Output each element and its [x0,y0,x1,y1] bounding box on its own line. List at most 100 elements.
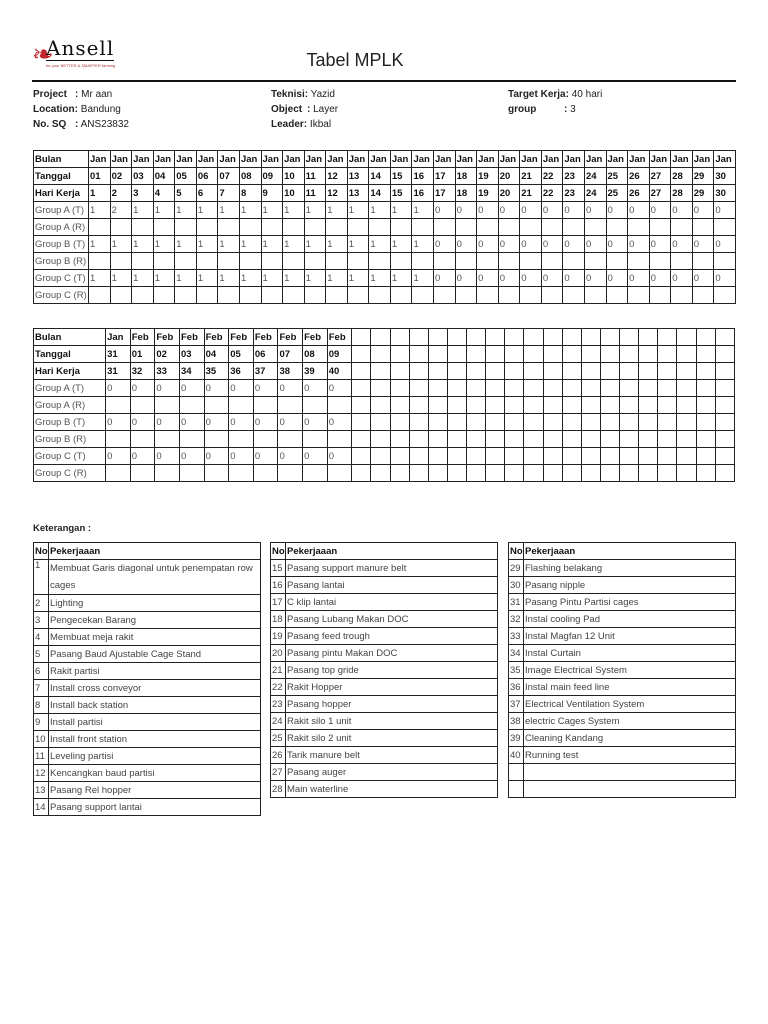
logo-tagline: for your BETTER & SMARTER farming [46,63,116,68]
table-cell [282,286,305,304]
task-number: 28 [270,780,286,798]
table-cell [105,464,131,482]
table-cell: 06 [195,167,219,185]
table-cell [485,379,506,397]
table-cell [389,286,413,304]
table-cell [370,345,391,363]
task-name: Membuat Garis diagonal untuk penempatan … [48,559,261,595]
table-cell: 1 [131,269,154,287]
table-cell: 0 [252,379,279,397]
table-cell: Jan [131,150,154,168]
table-cell [714,328,736,346]
task-name: Tarik manure belt [285,746,498,764]
table-cell [580,464,601,482]
table-cell [408,379,429,397]
table-cell [657,328,678,346]
table-cell [282,218,305,236]
table-cell [605,218,629,236]
list-item: 25 Rakit silo 2 unit [270,729,498,747]
table-cell: 0 [691,269,715,287]
table-cell [326,430,353,448]
table-cell [174,218,197,236]
task-name: Running test [523,746,736,764]
table-cell: 0 [691,201,715,219]
table-cell [497,252,521,270]
table-cell [627,252,650,270]
table-cell: 1 [368,201,391,219]
table-cell [217,252,240,270]
table-cell: 3 [131,184,154,202]
task-name: Cleaning Kandang [523,729,736,747]
list-item: 17 C klip lantai [270,593,498,611]
table-cell [676,379,697,397]
table-cell [389,345,410,363]
table-cell [695,345,716,363]
table-cell: 15 [389,167,413,185]
task-number: 2 [33,594,49,612]
table-cell: 0 [302,447,328,465]
table-cell [466,345,487,363]
table-row: Group A (T) 0 0 0 0 0 0 0 0 0 0 [32,379,736,397]
table-cell: Jan [88,150,111,168]
table-cell: 1 [303,201,327,219]
table-cell [174,252,197,270]
table-cell: 0 [277,379,304,397]
table-cell [657,430,678,448]
task-name [523,763,736,781]
table-cell: 1 [217,201,240,219]
row-label: Group B (R) [33,252,89,270]
table-cell [368,286,391,304]
task-number: 11 [33,747,49,765]
table-cell [676,345,697,363]
table-cell [657,447,678,465]
table-cell [446,362,468,380]
table-cell: 27 [648,184,672,202]
table-cell [676,447,697,465]
list-item [508,763,736,781]
table-cell [433,252,456,270]
table-cell [427,345,448,363]
table-cell [446,464,468,482]
table-cell: 03 [131,167,154,185]
task-name: Instal cooling Pad [523,610,736,628]
table-cell [252,430,279,448]
task-name: Pasang Baud Ajustable Cage Stand [48,645,261,663]
table-cell: 10 [282,167,305,185]
list-item: 26 Tarik manure belt [270,746,498,764]
page-title: Tabel MPLK [306,50,404,70]
table-cell: Jan [105,328,131,346]
row-label: Group C (R) [33,286,89,304]
table-cell: 1 [389,269,413,287]
table-cell [370,396,391,414]
table-cell: 02 [154,345,180,363]
table-cell [260,286,284,304]
table-cell [580,447,601,465]
table-cell [389,362,410,380]
table-cell: 13 [346,184,370,202]
table-cell [714,379,736,397]
table-cell [485,413,506,431]
table-cell [303,286,327,304]
table-cell: Jan [713,150,736,168]
table-row: Group C (R) [32,464,736,482]
table-cell: 1 [174,235,197,253]
table-cell [638,413,659,431]
table-row: Group C (T) 1 1 1 1 1 1 1 1 1 1 1 1 1 1 1 1 0 0 0 0 0 0 0 0 0 0 0 0 0… [33,269,736,287]
table-cell [408,396,429,414]
table-cell [540,218,564,236]
table-cell: 1 [411,235,434,253]
table-cell: 24 [583,184,607,202]
table-cell [195,218,219,236]
table-cell [238,252,262,270]
table-cell: 0 [302,413,328,431]
table-cell: 1 [88,269,111,287]
table-cell [427,413,448,431]
table-cell: 33 [154,362,180,380]
table-cell [638,447,659,465]
table-cell [504,430,525,448]
table-cell [542,396,563,414]
table-cell [195,286,219,304]
table-cell [252,396,279,414]
table-cell: 0 [583,269,607,287]
task-number: 30 [508,576,524,594]
